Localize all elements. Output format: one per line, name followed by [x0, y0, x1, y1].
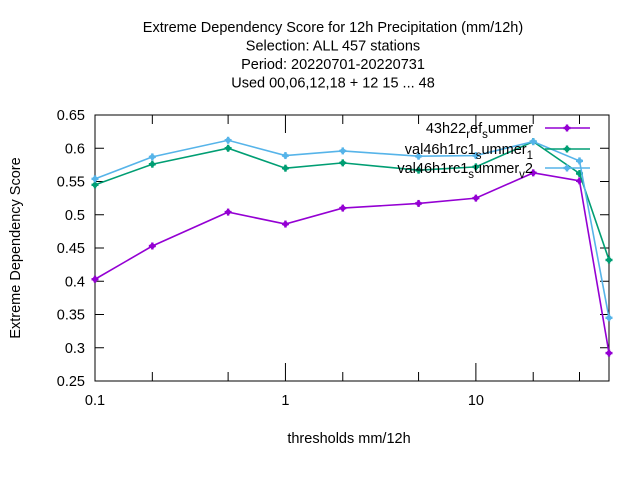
legend-label-2: val46h1rc1summer1	[405, 142, 533, 162]
series-line-3	[94, 139, 610, 318]
y-tick-label: 0.25	[57, 374, 85, 390]
series-group	[91, 136, 613, 357]
y-tick-label: 0.5	[65, 208, 85, 224]
legend-label-3: val46h1rc1summerv2	[397, 161, 533, 181]
legend: 43h22refsummerval46h1rc1summer1val46h1rc…	[397, 121, 590, 181]
x-tick-label: 0.1	[85, 393, 105, 409]
series-line-2	[94, 140, 610, 261]
y-tick-label: 0.65	[57, 108, 85, 124]
series-1	[91, 169, 613, 357]
legend-label-1: 43h22refsummer	[426, 121, 533, 141]
title-line-3: Period: 20220701-20220731	[241, 57, 425, 73]
y-tick-label: 0.45	[57, 241, 85, 257]
title-line-2: Selection: ALL 457 stations	[246, 39, 420, 55]
y-tick-label: 0.6	[65, 141, 85, 157]
x-axis-label: thresholds mm/12h	[287, 431, 410, 447]
series-line-1	[94, 172, 610, 354]
y-tick-label: 0.3	[65, 341, 85, 357]
y-tick-label: 0.55	[57, 175, 85, 191]
y-axis-label: Extreme Dependency Score	[8, 157, 24, 338]
series-3	[91, 136, 613, 322]
y-tick-label: 0.35	[57, 308, 85, 324]
series-2	[91, 138, 613, 264]
x-tick-label: 1	[281, 393, 289, 409]
x-tick-label: 10	[468, 393, 484, 409]
title-line-4: Used 00,06,12,18 + 12 15 ... 48	[231, 76, 435, 92]
title-line-1: Extreme Dependency Score for 12h Precipi…	[143, 20, 523, 36]
y-tick-label: 0.4	[65, 274, 85, 290]
chart-title: Extreme Dependency Score for 12h Precipi…	[143, 20, 523, 92]
